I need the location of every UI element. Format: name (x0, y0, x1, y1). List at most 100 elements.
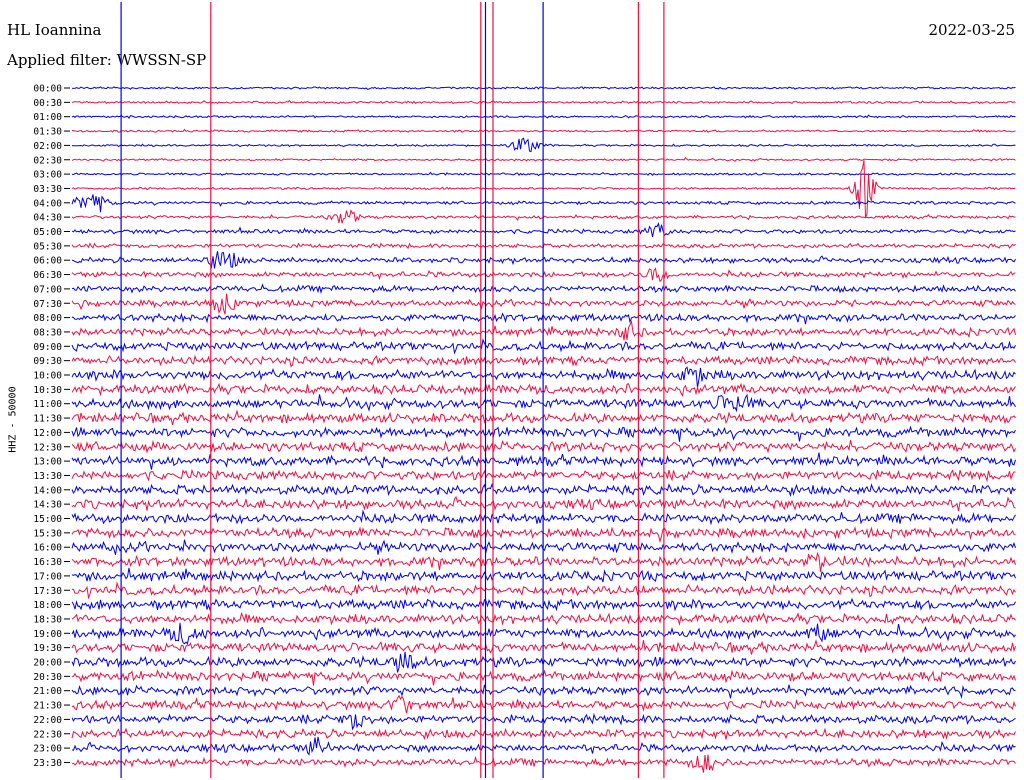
trace-row (71, 393, 1016, 413)
trace-row (71, 439, 1016, 454)
trace-row (71, 160, 1016, 218)
row-tick-label: 09:30 (33, 356, 62, 367)
trace-row (71, 611, 1016, 626)
row-tick-label: 02:00 (33, 141, 62, 152)
date-label: 2022-03-25 (928, 21, 1015, 39)
trace-row (71, 551, 1016, 572)
row-tick-label: 16:30 (33, 557, 62, 568)
row-tick-label: 10:00 (33, 371, 62, 382)
trace-row (71, 509, 1016, 526)
row-tick-label: 06:30 (33, 270, 62, 281)
row-tick-label: 23:00 (33, 744, 62, 755)
trace-row (71, 209, 1016, 224)
row-tick-label: 08:30 (33, 327, 62, 338)
trace-row (71, 319, 1016, 341)
row-tick-label: 17:30 (33, 586, 62, 597)
trace-row (71, 128, 1016, 133)
row-tick-label: 10:30 (33, 385, 62, 396)
row-tick-label: 04:30 (33, 213, 62, 224)
trace-row (71, 597, 1016, 612)
row-tick-label: 11:30 (33, 414, 62, 425)
trace-row (71, 425, 1016, 442)
trace-row (71, 727, 1016, 741)
row-tick-label: 01:30 (33, 127, 62, 138)
row-tick-label: 08:00 (33, 313, 62, 324)
trace-row (71, 622, 1016, 645)
trace-row (71, 754, 1016, 773)
trace-row (71, 86, 1016, 90)
row-tick-label: 03:00 (33, 170, 62, 181)
row-tick-label: 18:30 (33, 614, 62, 625)
trace-row (71, 651, 1016, 673)
row-tick-label: 21:30 (33, 701, 62, 712)
trace-row (71, 684, 1016, 699)
spike-marks (120, 2, 665, 778)
row-tick-label: 07:00 (33, 284, 62, 295)
row-tick-label: 05:30 (33, 241, 62, 252)
row-tick-label: 00:30 (33, 98, 62, 109)
filter-label: Applied filter: WWSSN-SP (7, 51, 207, 69)
trace-row (71, 171, 1016, 177)
row-tick-label: 13:30 (33, 471, 62, 482)
row-tick-label: 20:00 (33, 658, 62, 669)
trace-row (71, 366, 1016, 388)
row-tick-label: 12:00 (33, 428, 62, 439)
trace-row (71, 452, 1016, 470)
row-tick-label: 09:00 (33, 342, 62, 353)
trace-row (71, 539, 1016, 555)
row-tick-label: 15:00 (33, 514, 62, 525)
trace-row (71, 694, 1016, 714)
trace-row (71, 222, 1016, 238)
trace-row (71, 156, 1016, 162)
row-tick-label: 21:00 (33, 686, 62, 697)
trace-row (71, 736, 1016, 756)
trace-row (71, 482, 1016, 497)
row-tick-label: 14:30 (33, 500, 62, 511)
row-tick-label: 13:00 (33, 457, 62, 468)
row-tick-label: 16:00 (33, 543, 62, 554)
row-tick-label: 20:30 (33, 672, 62, 683)
trace-row (71, 114, 1016, 119)
row-tick-label: 06:00 (33, 256, 62, 267)
trace-row (71, 495, 1016, 512)
row-tick-label: 18:00 (33, 600, 62, 611)
station-title: HL Ioannina (7, 21, 102, 39)
trace-row (71, 354, 1016, 368)
trace-row (71, 338, 1016, 355)
trace-row (71, 638, 1016, 655)
trace-row (71, 137, 1016, 153)
trace-row (71, 382, 1016, 397)
row-tick-label: 12:30 (33, 442, 62, 453)
row-tick-label: 14:00 (33, 485, 62, 496)
trace-row (71, 293, 1016, 315)
trace-row (71, 283, 1016, 295)
trace-row (71, 99, 1016, 105)
row-tick-label: 05:00 (33, 227, 62, 238)
row-tick-label: 23:30 (33, 758, 62, 769)
row-tick-label: 17:00 (33, 571, 62, 582)
row-tick-label: 03:30 (33, 184, 62, 195)
row-tick-label: 22:30 (33, 729, 62, 740)
trace-row (71, 194, 1016, 213)
trace-row (71, 669, 1016, 686)
trace-row (71, 409, 1016, 426)
trace-row (71, 267, 1016, 283)
trace-row (71, 712, 1016, 731)
row-tick-labels: 00:00 00:30 01:00 01:30 02:00 02:30 03:00 03:30… (33, 84, 70, 769)
trace-row (71, 468, 1016, 483)
row-tick-label: 19:00 (33, 629, 62, 640)
row-tick-label: 11:00 (33, 399, 62, 410)
row-tick-label: 07:30 (33, 299, 62, 310)
trace-row (71, 251, 1016, 269)
row-tick-label: 22:00 (33, 715, 62, 726)
seismic-traces (71, 86, 1016, 773)
row-tick-label: 15:30 (33, 528, 62, 539)
trace-row (71, 526, 1016, 544)
row-tick-label: 00:00 (33, 84, 62, 95)
trace-row (71, 312, 1016, 325)
row-tick-label: 01:00 (33, 112, 62, 123)
trace-row (71, 567, 1016, 583)
row-tick-label: 04:00 (33, 198, 62, 209)
trace-row (72, 581, 1016, 600)
